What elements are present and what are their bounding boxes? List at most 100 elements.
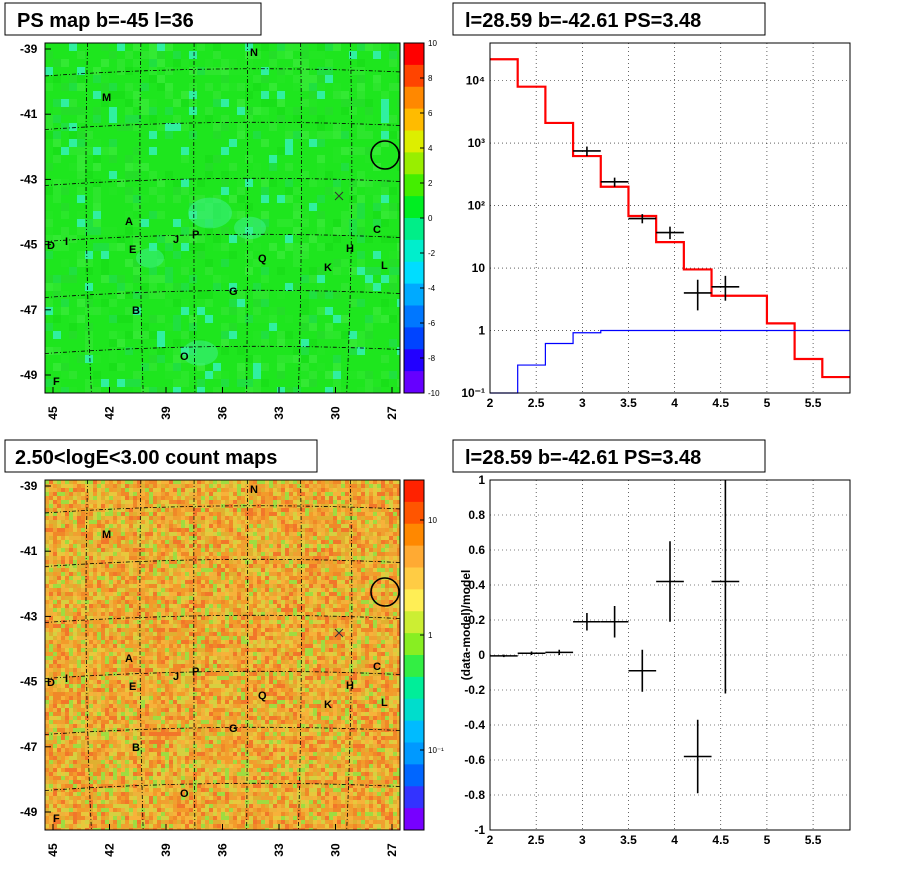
map-pixel <box>217 648 221 652</box>
map-pixel <box>181 187 189 195</box>
map-pixel <box>65 504 69 508</box>
map-pixel <box>337 636 341 640</box>
map-pixel <box>241 536 245 540</box>
map-pixel <box>73 572 77 576</box>
map-pixel <box>309 636 313 640</box>
map-pixel <box>345 492 349 496</box>
map-pixel <box>341 560 345 564</box>
map-pixel <box>53 536 57 540</box>
map-pixel <box>165 508 169 512</box>
map-pixel <box>337 564 341 568</box>
map-pixel <box>65 512 69 516</box>
map-pixel <box>197 608 201 612</box>
map-pixel <box>93 588 97 592</box>
map-pixel <box>149 620 153 624</box>
map-pixel <box>393 524 397 528</box>
map-pixel <box>61 99 69 107</box>
map-pixel <box>329 500 333 504</box>
map-pixel <box>365 275 373 283</box>
map-pixel <box>281 528 285 532</box>
map-pixel <box>257 528 261 532</box>
map-pixel <box>61 520 65 524</box>
map-pixel <box>285 488 289 492</box>
map-pixel <box>329 520 333 524</box>
map-pixel <box>201 516 205 520</box>
map-pixel <box>133 596 137 600</box>
map-pixel <box>53 195 61 203</box>
map-pixel <box>337 652 341 656</box>
map-pixel <box>89 536 93 540</box>
map-pixel <box>289 612 293 616</box>
map-pixel <box>321 560 325 564</box>
map-pixel <box>173 588 177 592</box>
map-pixel <box>337 580 341 584</box>
map-pixel <box>245 504 249 508</box>
map-pixel <box>165 91 173 99</box>
map-pixel <box>189 656 193 660</box>
map-pixel <box>117 508 121 512</box>
map-pixel <box>185 632 189 636</box>
map-pixel <box>289 524 293 528</box>
map-pixel <box>261 115 269 123</box>
map-pixel <box>333 584 337 588</box>
map-pixel <box>233 644 237 648</box>
map-pixel <box>45 307 53 315</box>
y-tick-label: -47 <box>20 303 38 317</box>
map-pixel <box>113 624 117 628</box>
map-pixel <box>289 636 293 640</box>
map-pixel <box>157 552 161 556</box>
map-pixel <box>141 616 145 620</box>
map-pixel <box>265 552 269 556</box>
map-pixel <box>385 536 389 540</box>
map-pixel <box>177 608 181 612</box>
map-pixel <box>165 243 173 251</box>
map-pixel <box>181 155 189 163</box>
map-pixel <box>261 363 269 371</box>
map-pixel <box>113 548 117 552</box>
map-pixel <box>117 488 121 492</box>
map-pixel <box>101 604 105 608</box>
map-pixel <box>317 115 325 123</box>
map-pixel <box>365 600 369 604</box>
map-pixel <box>241 604 245 608</box>
map-pixel <box>257 620 261 624</box>
map-pixel <box>189 243 197 251</box>
map-pixel <box>361 572 365 576</box>
map-pixel <box>373 283 381 291</box>
map-pixel <box>173 355 181 363</box>
map-pixel <box>89 612 93 616</box>
map-pixel <box>301 600 305 604</box>
map-pixel <box>213 283 221 291</box>
map-pixel <box>209 488 213 492</box>
map-pixel <box>277 99 285 107</box>
map-pixel <box>97 636 101 640</box>
map-pixel <box>145 488 149 492</box>
map-pixel <box>233 500 237 504</box>
map-pixel <box>141 488 145 492</box>
map-pixel <box>49 600 53 604</box>
map-pixel <box>57 512 61 516</box>
map-pixel <box>61 640 65 644</box>
map-pixel <box>317 632 321 636</box>
map-pixel <box>137 512 141 516</box>
map-pixel <box>69 500 73 504</box>
map-pixel <box>221 580 225 584</box>
map-pixel <box>73 532 77 536</box>
map-pixel <box>205 560 209 564</box>
map-pixel <box>61 211 69 219</box>
map-pixel <box>357 75 365 83</box>
map-pixel <box>129 520 133 524</box>
map-pixel <box>137 520 141 524</box>
map-pixel <box>381 572 385 576</box>
map-pixel <box>113 564 117 568</box>
map-pixel <box>293 219 301 227</box>
map-pixel <box>137 504 141 508</box>
map-pixel <box>277 536 281 540</box>
map-pixel <box>273 520 277 524</box>
map-pixel <box>105 644 109 648</box>
map-pixel <box>141 632 145 636</box>
map-pixel <box>125 171 133 179</box>
map-pixel <box>341 552 345 556</box>
map-pixel <box>189 620 193 624</box>
map-pixel <box>61 624 65 628</box>
